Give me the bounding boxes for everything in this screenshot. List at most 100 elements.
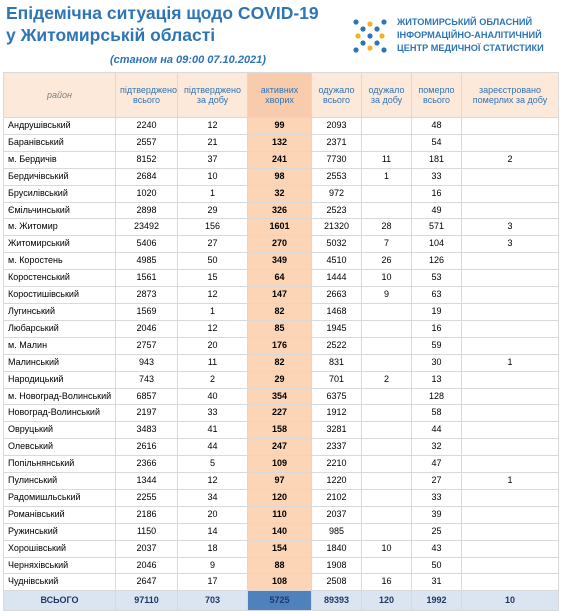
- table-cell: 1: [461, 353, 559, 372]
- table-cell: 2: [361, 370, 412, 389]
- table-cell: 44: [411, 421, 462, 440]
- table-cell: [461, 167, 559, 186]
- table-cell: 17: [177, 573, 248, 592]
- table-row: Андрушівський 2240 12 99 2093 48: [3, 117, 559, 135]
- table-cell: 6375: [311, 387, 362, 406]
- district-name-cell: Пулинський: [3, 472, 116, 490]
- district-name-cell: Коростенський: [3, 269, 116, 288]
- table-cell: 99: [247, 117, 312, 135]
- table-cell: 98: [247, 167, 312, 186]
- district-name-cell: Андрушівський: [3, 117, 116, 135]
- table-cell: 16: [361, 573, 412, 592]
- table-cell: 12: [177, 286, 248, 304]
- table-cell: 2255: [115, 488, 178, 507]
- table-cell: 20: [177, 336, 248, 355]
- org-line-1: ЖИТОМИРСЬКИЙ ОБЛАСНИЙ: [397, 17, 533, 27]
- table-cell: 28: [361, 218, 412, 237]
- table-cell: [461, 286, 559, 304]
- table-cell: 2898: [115, 201, 178, 220]
- table-cell: [461, 117, 559, 135]
- table-cell: 1561: [115, 269, 178, 288]
- table-row: Ружинський 1150 14 140 985 25: [3, 522, 559, 541]
- table-cell: 10: [461, 590, 559, 611]
- table-cell: [461, 370, 559, 389]
- table-cell: 227: [247, 404, 312, 423]
- table-cell: [361, 133, 412, 152]
- table-cell: 2647: [115, 573, 178, 592]
- table-cell: 943: [115, 353, 178, 372]
- table-cell: 1: [461, 472, 559, 490]
- table-cell: 2: [461, 150, 559, 169]
- page-title: Епідемічна ситуація щодо COVID-19 у Жито…: [6, 2, 346, 46]
- header-col-recovered-day: одужало за добу: [361, 72, 412, 118]
- table-row: Овруцький 3483 41 158 3281 44: [3, 421, 559, 440]
- table-cell: 40: [177, 387, 248, 406]
- table-cell: 47: [411, 455, 462, 474]
- table-cell: 9: [361, 286, 412, 304]
- table-row: Новоград-Волинський 2197 33 227 1912 58: [3, 404, 559, 423]
- table-cell: [461, 522, 559, 541]
- table-cell: 29: [247, 370, 312, 389]
- table-cell: 1912: [311, 404, 362, 423]
- table-cell: [461, 184, 559, 203]
- table-row: м. Новоград-Волинський 6857 40 354 6375 128: [3, 387, 559, 406]
- table-row: Радомишльський 2255 34 120 2102 33: [3, 488, 559, 507]
- table-cell: 50: [177, 252, 248, 271]
- table-cell: 16: [411, 319, 462, 338]
- table-row: Пулинський 1344 12 97 1220 27 1: [3, 472, 559, 490]
- header-col-confirmed-day: підтверджено за добу: [177, 72, 248, 118]
- table-cell: 16: [411, 184, 462, 203]
- table-cell: [461, 539, 559, 558]
- table-cell: [461, 302, 559, 321]
- table-cell: [361, 488, 412, 507]
- date-subtitle: (станом на 09:00 07.10.2021): [110, 54, 266, 66]
- table-cell: 108: [247, 573, 312, 592]
- table-cell: 2093: [311, 117, 362, 135]
- table-row: Народицький 743 2 29 701 2 13: [3, 370, 559, 389]
- table-cell: 97: [247, 472, 312, 490]
- table-row: Лугинський 1569 1 82 1468 19: [3, 302, 559, 321]
- district-name-cell: м. Житомир: [3, 218, 116, 237]
- table-cell: 985: [311, 522, 362, 541]
- table-cell: [461, 438, 559, 457]
- table-row: м. Бердичів 8152 37 241 7730 11 181 2: [3, 150, 559, 169]
- table-cell: 1150: [115, 522, 178, 541]
- table-cell: 2046: [115, 319, 178, 338]
- district-name-cell: Новоград-Волинський: [3, 404, 116, 423]
- table-cell: 147: [247, 286, 312, 304]
- table-cell: 1444: [311, 269, 362, 288]
- table-cell: 1569: [115, 302, 178, 321]
- table-cell: 2522: [311, 336, 362, 355]
- table-cell: 12: [177, 472, 248, 490]
- table-cell: 703: [177, 590, 248, 611]
- table-cell: 10: [361, 269, 412, 288]
- table-cell: 2523: [311, 201, 362, 220]
- table-cell: [461, 421, 559, 440]
- table-cell: [461, 201, 559, 220]
- table-cell: 326: [247, 201, 312, 220]
- table-cell: 12: [177, 319, 248, 338]
- header-col-confirmed-total: підтверджено всього: [115, 72, 178, 118]
- table-cell: 5032: [311, 235, 362, 254]
- table-cell: [361, 302, 412, 321]
- table-cell: 20: [177, 505, 248, 524]
- table-row: Чуднівський 2647 17 108 2508 16 31: [3, 573, 559, 592]
- table-cell: [461, 455, 559, 474]
- district-name-cell: м. Коростень: [3, 252, 116, 271]
- table-cell: 2: [177, 370, 248, 389]
- table-cell: 82: [247, 302, 312, 321]
- table-cell: 2371: [311, 133, 362, 152]
- table-cell: 32: [411, 438, 462, 457]
- table-cell: 54: [411, 133, 462, 152]
- table-cell: 140: [247, 522, 312, 541]
- table-cell: 128: [411, 387, 462, 406]
- table-cell: 349: [247, 252, 312, 271]
- district-name-cell: Романівський: [3, 505, 116, 524]
- table-row: Коростенський 1561 15 64 1444 10 53: [3, 269, 559, 288]
- table-cell: 11: [361, 150, 412, 169]
- table-cell: 85: [247, 319, 312, 338]
- table-cell: 33: [177, 404, 248, 423]
- table-cell: 1220: [311, 472, 362, 490]
- table-cell: 181: [411, 150, 462, 169]
- header-col-recovered-total: одужало всього: [311, 72, 362, 118]
